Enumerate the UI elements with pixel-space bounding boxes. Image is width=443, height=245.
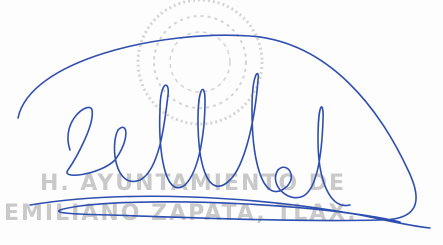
stamp-line: EMILIANO ZAPATA, TLAX. bbox=[4, 201, 358, 226]
page: H. AYUNTAMIENTO DE EMILIANO ZAPATA, TLAX… bbox=[0, 0, 443, 245]
signature-scan: H. AYUNTAMIENTO DE EMILIANO ZAPATA, TLAX… bbox=[0, 0, 443, 245]
